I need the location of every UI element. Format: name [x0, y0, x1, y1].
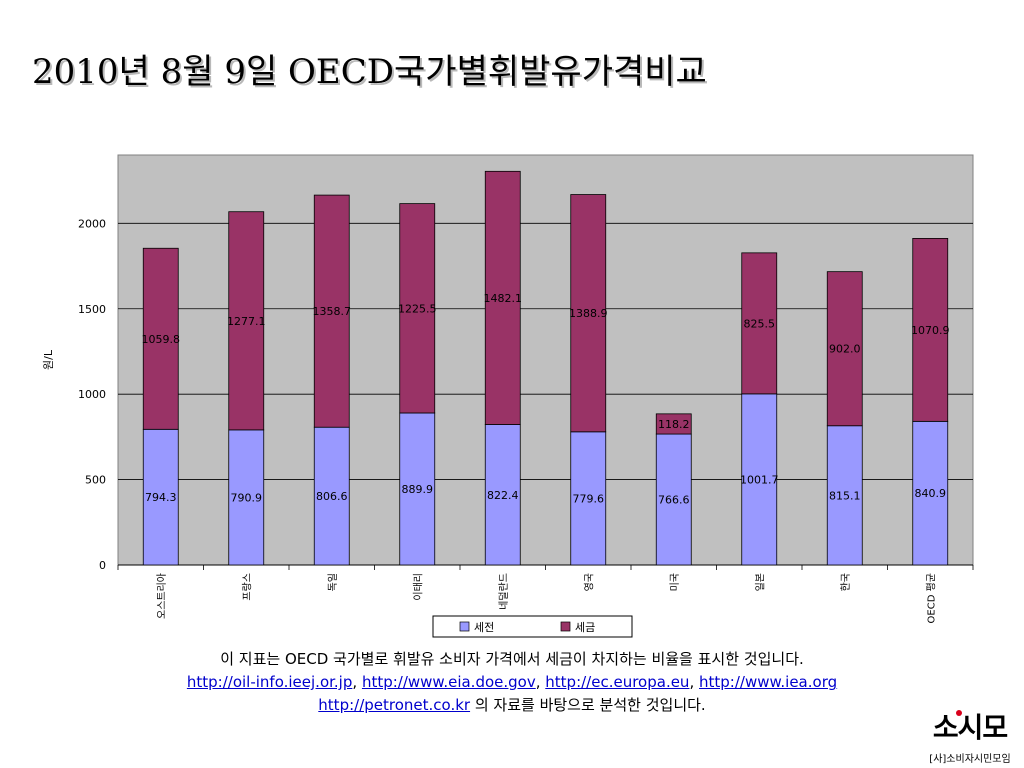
- data-label-pretax: 815.1: [829, 489, 861, 502]
- y-axis-label: 원/L: [42, 349, 55, 370]
- x-tick-label: 독일: [327, 573, 339, 591]
- legend-label-tax: 세금: [575, 621, 595, 634]
- data-label-tax: 118.2: [658, 418, 690, 431]
- caption-suffix: 의 자료를 바탕으로 분석한 것입니다.: [474, 696, 706, 714]
- data-label-pretax: 840.9: [915, 487, 947, 500]
- logo-mark: 소시모: [932, 711, 1008, 744]
- bar-pretax: [912, 420, 949, 566]
- y-axis-tick-labels: 0 500 1000 1500 2000: [78, 217, 106, 572]
- bar-tax: [142, 247, 179, 430]
- bar-tax: [655, 413, 692, 435]
- y-tick-label: 1000: [78, 388, 106, 401]
- x-tick-label: 한국: [840, 573, 852, 591]
- data-label-pretax: 766.6: [658, 494, 690, 507]
- data-label-tax: 1388.9: [569, 307, 608, 320]
- bar-tax: [399, 203, 436, 414]
- bar-pretax: [741, 393, 778, 566]
- y-tick-label: 1500: [78, 303, 106, 316]
- bar-tax: [484, 170, 521, 425]
- data-label-tax: 1070.9: [911, 324, 950, 337]
- data-label-tax: 1225.5: [398, 302, 437, 315]
- x-tick-label: 영국: [583, 573, 595, 591]
- x-tick-label: OECD 평균: [925, 573, 937, 623]
- legend-swatch-tax: [560, 621, 571, 632]
- bar-pretax: [228, 429, 265, 566]
- link-petronet[interactable]: http://petronet.co.kr: [318, 696, 471, 714]
- data-label-pretax: 790.9: [231, 491, 263, 504]
- data-label-pretax: 889.9: [402, 483, 434, 496]
- legend: 세전 세금: [432, 615, 633, 638]
- data-label-tax: 1358.7: [313, 305, 352, 318]
- bar-tax: [570, 194, 607, 433]
- legend-label-pretax: 세전: [474, 621, 494, 634]
- caption-line-3: http://petronet.co.kr 의 자료를 바탕으로 분석한 것입니…: [0, 694, 1024, 717]
- logo-dot-icon: [956, 710, 962, 716]
- separator: ,: [689, 673, 695, 691]
- data-label-pretax: 806.6: [316, 490, 348, 503]
- bar-tax: [741, 252, 778, 395]
- data-label-tax: 1482.1: [484, 292, 523, 305]
- x-tick-label: 미국: [669, 573, 681, 591]
- x-tick-label: 이태리: [412, 573, 424, 601]
- data-label-pretax: 779.6: [573, 492, 605, 505]
- bar-tax: [826, 271, 863, 427]
- x-tick-label: 네덜란드: [498, 573, 510, 610]
- data-label-pretax: 794.3: [145, 491, 177, 504]
- y-tick-label: 0: [99, 559, 106, 572]
- bar-pretax: [826, 425, 863, 566]
- data-label-tax: 1277.1: [227, 315, 266, 328]
- data-label-pretax: 822.4: [487, 489, 519, 502]
- bar-pretax: [570, 431, 607, 566]
- x-tick-label: 프랑스: [241, 573, 253, 601]
- y-tick-label: 500: [85, 474, 106, 487]
- separator: ,: [352, 673, 358, 691]
- link-iea[interactable]: http://www.iea.org: [699, 673, 838, 691]
- logo-subtitle: [사]소비자시민모임: [929, 754, 1011, 765]
- link-ec-europa[interactable]: http://ec.europa.eu: [545, 673, 690, 691]
- bars: [142, 170, 949, 566]
- y-tick-label: 2000: [78, 217, 106, 230]
- bar-pretax: [142, 428, 179, 566]
- x-axis-tick-labels: 오스트리아 프랑스 독일 이태리 네덜란드 영국 미국 일본 한국 OECD 평균: [156, 573, 938, 623]
- bar-pretax: [399, 412, 436, 566]
- bar-tax: [228, 211, 265, 431]
- caption-line-1: 이 지표는 OECD 국가별로 휘발유 소비자 가격에서 세금이 차지하는 비율…: [220, 650, 804, 668]
- separator: ,: [535, 673, 541, 691]
- bar-pretax: [655, 433, 692, 566]
- page-title: 2010년 8월 9일 OECD국가별휘발유가격비교: [32, 52, 707, 92]
- data-label-tax: 1059.8: [142, 333, 181, 346]
- caption-line-2: http://oil-info.ieej.or.jp, http://www.e…: [0, 671, 1024, 694]
- data-label-pretax: 1001.7: [740, 473, 779, 486]
- legend-swatch-pretax: [459, 621, 470, 632]
- bar-pretax: [313, 426, 350, 566]
- logo: 소시모 [사]소비자시민모임: [918, 706, 1022, 768]
- caption: 이 지표는 OECD 국가별로 휘발유 소비자 가격에서 세금이 차지하는 비율…: [0, 648, 1024, 717]
- bar-tax: [912, 238, 949, 422]
- stacked-bar-chart: 0 500 1000 1500 2000 오스트리아 프랑스 독일 이태리 네덜란드 영국 미국 일본…: [42, 154, 974, 638]
- link-oil-info[interactable]: http://oil-info.ieej.or.jp: [186, 673, 353, 691]
- x-tick-label: 오스트리아: [156, 573, 168, 619]
- data-label-tax: 902.0: [829, 343, 861, 356]
- bar-tax: [313, 194, 350, 428]
- link-eia[interactable]: http://www.eia.doe.gov: [361, 673, 536, 691]
- bar-pretax: [484, 424, 521, 566]
- data-labels: 794.3 1059.8 790.9 1277.1 806.6 1358.7 889.9 12…: [142, 292, 950, 507]
- x-tick-label: 일본: [754, 573, 766, 591]
- data-label-tax: 825.5: [744, 317, 776, 330]
